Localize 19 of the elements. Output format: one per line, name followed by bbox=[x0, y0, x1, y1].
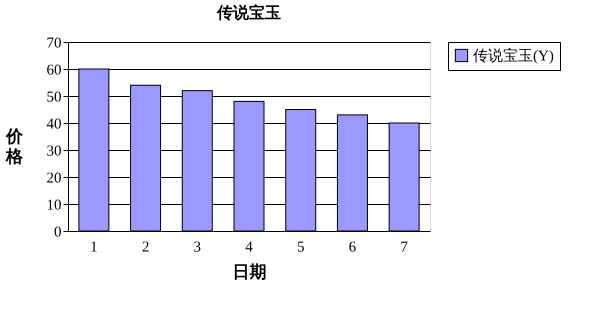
x-tick-label: 7 bbox=[400, 240, 408, 256]
x-tick-label: 3 bbox=[194, 240, 202, 256]
y-tick-label: 50 bbox=[46, 90, 62, 106]
x-tick-label: 1 bbox=[90, 240, 98, 256]
y-tick-label: 10 bbox=[46, 198, 62, 214]
x-tick-label: 2 bbox=[142, 240, 150, 256]
y-axis-title: 价格 bbox=[5, 127, 24, 166]
y-tick-label: 70 bbox=[46, 36, 62, 52]
y-tick-label: 60 bbox=[46, 62, 62, 78]
y-tick-label: 40 bbox=[46, 116, 62, 132]
y-tick-label: 20 bbox=[46, 170, 62, 186]
x-axis-title: 日期 bbox=[232, 262, 266, 282]
x-tick-label: 6 bbox=[348, 240, 357, 256]
chart-title: 传说宝玉 bbox=[216, 3, 281, 22]
legend-label: 传说宝玉(Y) bbox=[473, 48, 554, 64]
y-tick-label: 0 bbox=[54, 224, 62, 240]
x-tick-label: 4 bbox=[245, 240, 254, 256]
x-tick-label: 5 bbox=[296, 240, 304, 256]
y-tick-label: 30 bbox=[46, 144, 62, 160]
